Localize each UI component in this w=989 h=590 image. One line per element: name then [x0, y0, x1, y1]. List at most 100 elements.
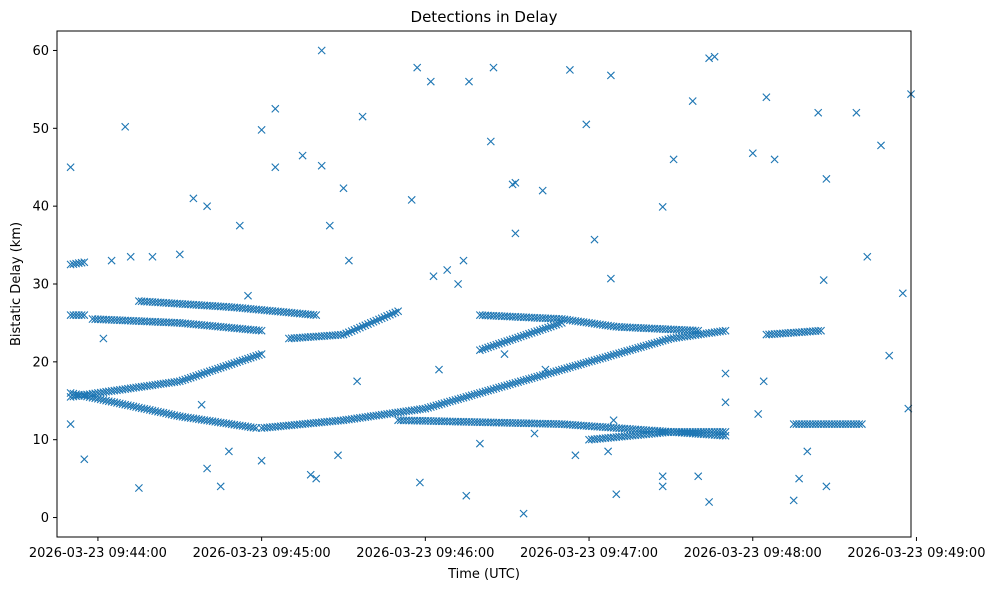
detection-point: [189, 194, 198, 203]
detection-point: [571, 451, 580, 460]
detection-point: [647, 339, 656, 348]
detection-point: [822, 482, 831, 491]
detection-point: [486, 385, 495, 394]
detection-point: [181, 375, 190, 384]
detection-point: [552, 367, 561, 376]
detection-point: [814, 326, 823, 335]
detection-point: [522, 330, 531, 339]
detection-point: [626, 346, 634, 355]
detection-point: [134, 484, 143, 492]
detection-point: [353, 324, 362, 333]
x-tick-label: 2026-03-23 09:45:00: [193, 546, 331, 561]
detection-point: [770, 155, 779, 164]
detection-point: [443, 398, 452, 407]
detection-point: [366, 318, 375, 327]
detection-point: [325, 221, 334, 230]
detection-point: [249, 423, 258, 432]
detection-point: [385, 310, 394, 319]
detection-point: [511, 178, 520, 187]
detection-point: [514, 333, 523, 342]
detection-point: [235, 221, 244, 230]
detection-point: [80, 455, 89, 464]
detection-point: [148, 252, 157, 261]
x-tick-label: 2026-03-23 09:49:00: [847, 546, 985, 561]
detection-point: [66, 420, 75, 429]
detection-point: [803, 447, 812, 456]
detection-point: [317, 46, 326, 55]
detection-point: [538, 186, 547, 195]
detection-point: [525, 329, 533, 338]
detection-point: [241, 355, 250, 364]
detection-point: [478, 388, 487, 397]
detection-point: [563, 364, 572, 373]
detection-point: [590, 235, 599, 244]
detection-point: [459, 393, 468, 402]
detection-point: [718, 427, 727, 436]
detection-point: [721, 398, 730, 407]
detection-point: [317, 161, 326, 170]
detection-point: [312, 311, 321, 320]
detection-point: [710, 52, 719, 61]
detection-point: [582, 358, 591, 367]
y-tick-label: 10: [32, 433, 49, 448]
detection-point: [503, 337, 512, 346]
detection-point: [628, 345, 637, 354]
x-tick-label: 2026-03-23 09:48:00: [684, 546, 822, 561]
detection-point: [238, 356, 247, 365]
detection-point: [718, 327, 727, 336]
detection-point: [541, 324, 550, 333]
detection-point: [484, 343, 493, 352]
detection-point: [175, 377, 184, 386]
detection-point: [642, 341, 651, 350]
detection-point: [358, 112, 367, 121]
detection-point: [718, 431, 727, 440]
detection-point: [565, 363, 574, 372]
detection-point: [486, 342, 495, 351]
detection-point: [415, 478, 424, 487]
detection-point: [126, 252, 135, 261]
detection-point: [516, 377, 525, 386]
detection-point: [576, 360, 585, 369]
detection-point: [306, 470, 315, 479]
detection-point: [691, 326, 700, 335]
detection-point: [863, 252, 872, 261]
detection-point: [546, 368, 555, 377]
detection-point: [533, 372, 542, 381]
detection-point: [508, 335, 517, 344]
detection-point: [197, 370, 206, 378]
detection-point: [437, 399, 446, 408]
detection-point: [606, 71, 615, 80]
detection-point: [617, 348, 626, 357]
detection-point: [549, 368, 558, 376]
detection-point: [505, 380, 514, 389]
detection-point: [500, 382, 509, 390]
detection-point: [426, 403, 435, 411]
detection-point: [533, 327, 542, 336]
detection-point: [383, 311, 392, 320]
detection-point: [497, 382, 506, 391]
detection-point: [216, 482, 225, 491]
detection-point: [478, 345, 487, 354]
detection-point: [227, 360, 236, 369]
detection-point: [184, 374, 192, 383]
detection-point: [445, 397, 454, 406]
detection-point: [380, 313, 389, 322]
y-tick-label: 0: [41, 511, 49, 526]
detection-point: [432, 401, 441, 410]
detection-point: [511, 229, 520, 238]
detection-point: [216, 363, 225, 372]
detection-point: [254, 351, 263, 359]
detection-point: [205, 367, 214, 376]
detection-point: [465, 77, 473, 86]
detection-point: [541, 365, 550, 374]
detection-point: [789, 496, 798, 505]
detection-point: [574, 361, 583, 369]
detection-point: [544, 323, 553, 332]
x-tick-label: 2026-03-23 09:46:00: [356, 546, 494, 561]
detection-point: [650, 339, 659, 348]
detection-point: [877, 141, 885, 150]
detection-point: [214, 364, 222, 373]
detection-point: [721, 431, 730, 440]
detection-point: [519, 509, 528, 518]
